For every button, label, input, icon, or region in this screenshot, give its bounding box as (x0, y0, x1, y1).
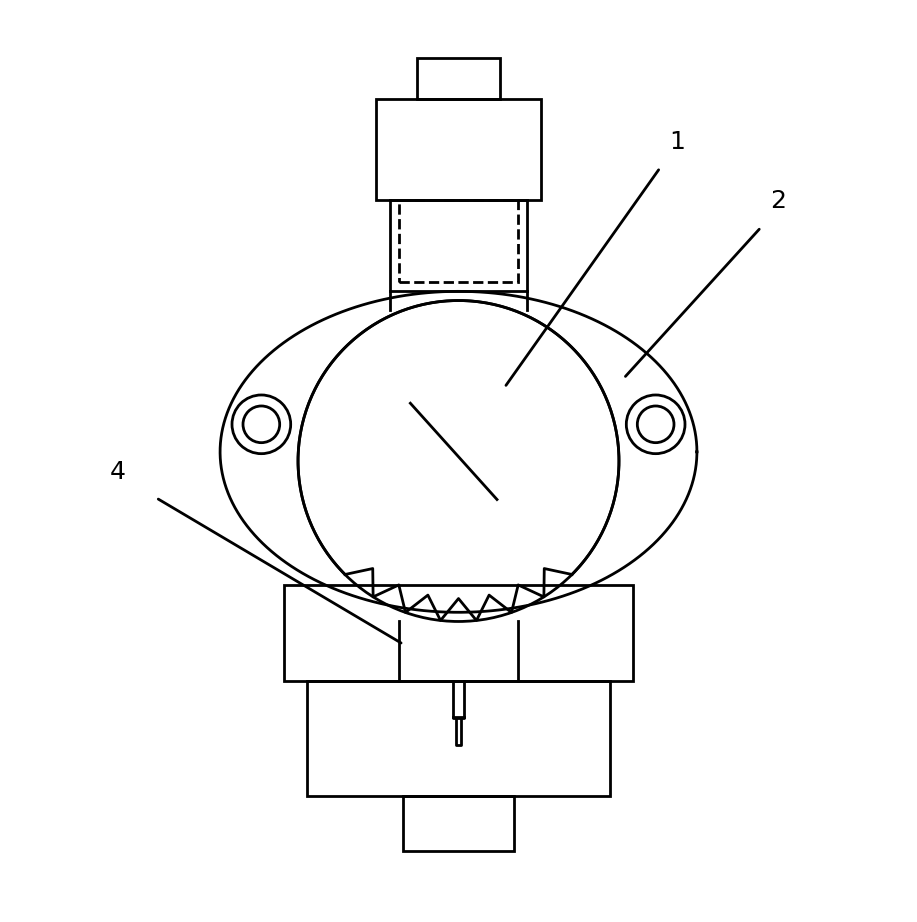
Bar (399, 200, 518, 282)
Text: 1: 1 (669, 130, 685, 154)
Text: 2: 2 (770, 189, 786, 213)
Bar (284, 585, 633, 681)
Bar (307, 681, 610, 796)
Bar (403, 796, 514, 851)
Bar (417, 57, 500, 99)
Text: 4: 4 (110, 460, 126, 484)
Bar (376, 99, 541, 200)
